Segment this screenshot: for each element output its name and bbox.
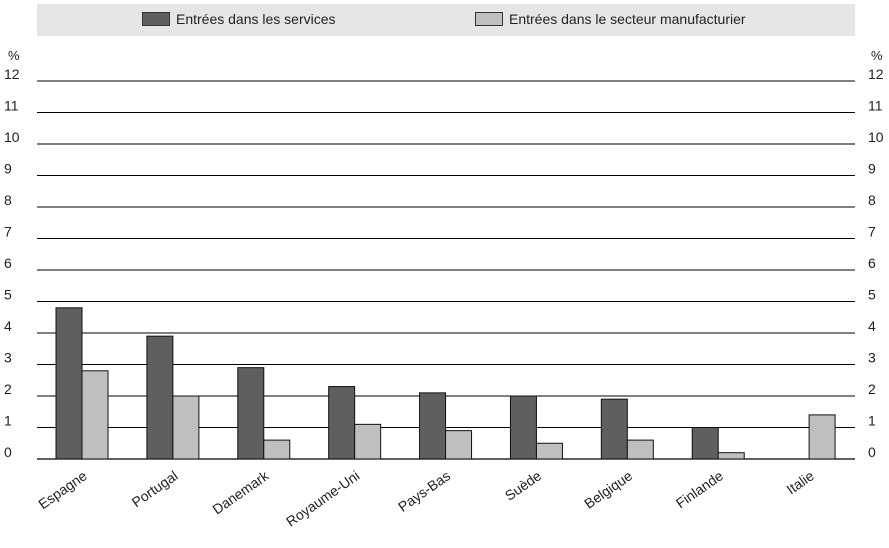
y-tick-label-right: 7	[868, 224, 876, 240]
x-tick-label: Suède	[502, 467, 545, 503]
y-tick-label-left: 7	[4, 224, 12, 240]
legend-swatch-services	[142, 12, 170, 26]
x-tick-label: Belgique	[581, 467, 635, 511]
legend-label-manufacturing: Entrées dans le secteur manufacturier	[509, 11, 746, 27]
legend-swatch-manufacturing	[475, 12, 503, 26]
y-tick-label-left: 12	[4, 66, 20, 82]
bar-manufacturing	[172, 395, 200, 460]
x-tick-label: Espagne	[35, 467, 90, 512]
bar-manufacturing	[445, 430, 473, 460]
y-unit-label-right: %	[871, 48, 883, 63]
y-tick-label-right: 6	[868, 255, 876, 271]
x-tick-label: Danemark	[209, 467, 272, 518]
x-tick-label: Portugal	[129, 467, 181, 510]
y-tick-label-right: 10	[868, 129, 884, 145]
bar-services	[419, 392, 447, 460]
y-tick-label-right: 3	[868, 350, 876, 366]
y-tick-label-left: 11	[4, 98, 19, 114]
y-tick-label-left: 5	[4, 287, 12, 303]
x-tick-label: Pays-Bas	[395, 467, 453, 514]
y-tick-label-right: 8	[868, 192, 876, 208]
y-tick-label-right: 0	[868, 444, 876, 460]
x-tick-label: Italie	[783, 467, 817, 497]
y-tick-label-right: 5	[868, 287, 876, 303]
y-tick-label-left: 3	[4, 350, 12, 366]
y-tick-label-right: 1	[868, 413, 876, 429]
bar-services	[55, 307, 83, 460]
y-tick-label-left: 8	[4, 192, 12, 208]
bar-manufacturing	[81, 370, 109, 460]
bar-services	[600, 398, 628, 460]
legend-item-services: Entrées dans les services	[142, 11, 336, 27]
legend: Entrées dans les services Entrées dans l…	[37, 4, 855, 36]
x-tick-label: Finlande	[673, 467, 726, 511]
y-tick-label-left: 6	[4, 255, 12, 271]
bar-services	[237, 367, 265, 460]
y-tick-label-left: 0	[4, 444, 12, 460]
y-tick-label-right: 4	[868, 318, 876, 334]
legend-label-services: Entrées dans les services	[176, 11, 336, 27]
bar-manufacturing	[808, 414, 836, 460]
y-tick-label-right: 2	[868, 381, 876, 397]
y-tick-label-left: 10	[4, 129, 20, 145]
y-unit-label-left: %	[8, 48, 20, 63]
y-tick-label-right: 9	[868, 161, 876, 177]
bar-manufacturing	[717, 452, 745, 460]
y-tick-label-left: 2	[4, 381, 12, 397]
y-tick-label-left: 4	[4, 318, 12, 334]
bar-manufacturing	[626, 439, 654, 460]
x-tick-label: Royaume-Uni	[283, 467, 362, 529]
legend-item-manufacturing: Entrées dans le secteur manufacturier	[475, 11, 746, 27]
y-tick-label-right: 11	[868, 98, 883, 114]
bar-services	[328, 386, 356, 460]
bar-services	[691, 427, 719, 460]
y-tick-label-left: 9	[4, 161, 12, 177]
y-tick-label-right: 12	[868, 66, 884, 82]
bar-manufacturing	[354, 423, 382, 460]
bar-services	[509, 395, 537, 460]
bar-services	[146, 335, 174, 460]
bar-manufacturing	[263, 439, 291, 460]
y-tick-label-left: 1	[4, 413, 12, 429]
bar-manufacturing	[535, 442, 563, 460]
